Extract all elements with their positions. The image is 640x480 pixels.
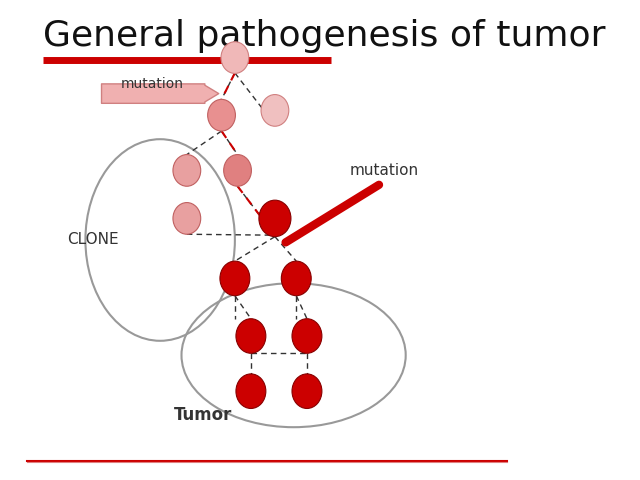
Ellipse shape	[282, 261, 311, 296]
Text: mutation: mutation	[350, 163, 419, 178]
Text: CLONE: CLONE	[68, 232, 119, 248]
Text: mutation: mutation	[120, 77, 184, 91]
Ellipse shape	[207, 99, 236, 131]
Ellipse shape	[236, 319, 266, 353]
Ellipse shape	[220, 261, 250, 296]
Ellipse shape	[221, 42, 249, 73]
Text: General pathogenesis of tumor: General pathogenesis of tumor	[43, 19, 605, 53]
Ellipse shape	[292, 319, 322, 353]
Text: Tumor: Tumor	[173, 406, 232, 424]
FancyArrowPatch shape	[102, 84, 219, 103]
Ellipse shape	[173, 203, 201, 234]
Ellipse shape	[292, 374, 322, 408]
Ellipse shape	[173, 155, 201, 186]
Ellipse shape	[261, 95, 289, 126]
Ellipse shape	[259, 200, 291, 237]
Ellipse shape	[236, 374, 266, 408]
Ellipse shape	[223, 155, 252, 186]
